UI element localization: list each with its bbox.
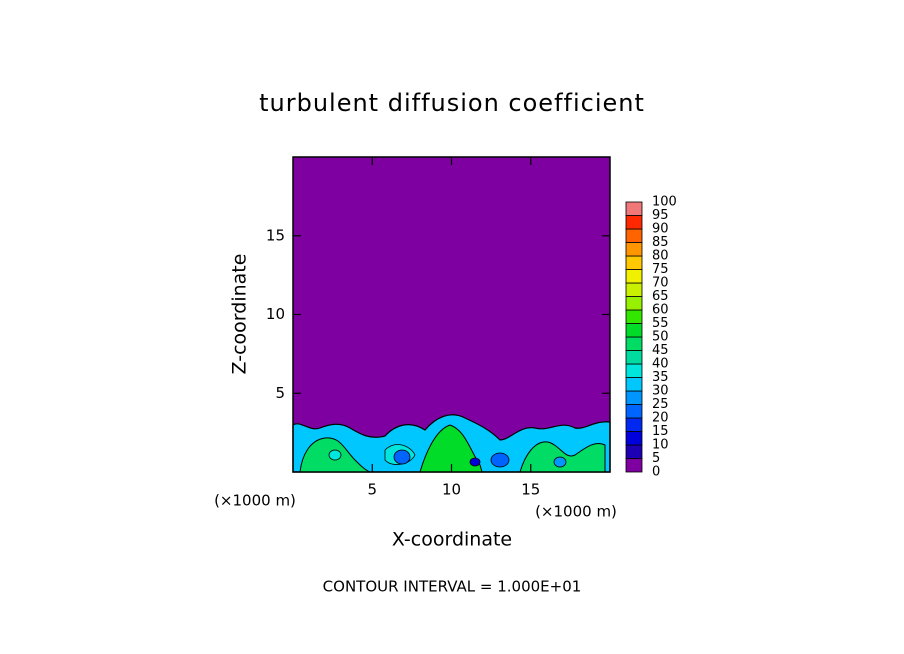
colorbar-label: 70 xyxy=(652,276,669,291)
colorbar-label: 5 xyxy=(652,451,660,466)
colorbar-band xyxy=(625,350,643,365)
colorbar-band xyxy=(625,444,643,459)
colorbar-band xyxy=(625,417,643,432)
colorbar-band xyxy=(625,404,643,419)
colorbar-band xyxy=(625,201,643,216)
colorbar-label: 0 xyxy=(652,465,660,480)
chart-title: turbulent diffusion coefficient xyxy=(259,89,645,117)
colorbar-band xyxy=(625,255,643,270)
x-tick-label: 10 xyxy=(442,481,461,499)
colorbar-band xyxy=(625,323,643,338)
colorbar-band xyxy=(625,269,643,284)
colorbar-label: 85 xyxy=(652,235,669,250)
colorbar-label: 20 xyxy=(652,411,669,426)
field-spot xyxy=(393,449,411,465)
colorbar-label: 40 xyxy=(652,357,669,372)
colorbar-label: 90 xyxy=(652,222,669,237)
colorbar-band xyxy=(625,242,643,257)
colorbar-label: 55 xyxy=(652,316,669,331)
colorbar-band xyxy=(625,390,643,405)
colorbar-band xyxy=(625,215,643,230)
colorbar-band xyxy=(625,458,643,473)
colorbar-label: 35 xyxy=(652,370,669,385)
colorbar-band xyxy=(625,377,643,392)
y-axis-label: Z-coordinate xyxy=(229,254,251,375)
colorbar-label: 10 xyxy=(652,438,669,453)
colorbar-band xyxy=(625,228,643,243)
colorbar-band xyxy=(625,363,643,378)
colorbar-label: 30 xyxy=(652,384,669,399)
x-tick-label: 15 xyxy=(521,481,540,499)
colorbar-label: 50 xyxy=(652,330,669,345)
field-spot xyxy=(553,456,567,468)
field xyxy=(292,157,611,473)
x-unit-label: (×1000 m) xyxy=(535,503,617,521)
colorbar-label: 100 xyxy=(652,195,677,210)
colorbar-label: 60 xyxy=(652,303,669,318)
colorbar-label: 95 xyxy=(652,208,669,223)
x-tick-label: 5 xyxy=(367,481,377,499)
colorbar-band xyxy=(625,282,643,297)
field-blob xyxy=(519,441,606,473)
field-spot xyxy=(490,452,510,468)
contour-note: CONTOUR INTERVAL = 1.000E+01 xyxy=(323,578,582,596)
x-axis-label: X-coordinate xyxy=(392,529,512,551)
colorbar-band xyxy=(625,309,643,324)
field-spot xyxy=(469,457,481,467)
colorbar-label: 15 xyxy=(652,424,669,439)
colorbar-band xyxy=(625,431,643,446)
colorbar-label: 25 xyxy=(652,397,669,412)
colorbar-label: 65 xyxy=(652,289,669,304)
y-tick-label: 10 xyxy=(266,305,285,323)
y-unit-label: (×1000 m) xyxy=(214,492,296,510)
field-spot xyxy=(328,449,342,461)
colorbar-label: 45 xyxy=(652,343,669,358)
colorbar-band xyxy=(625,296,643,311)
colorbar-label: 80 xyxy=(652,249,669,264)
y-tick-label: 5 xyxy=(275,384,285,402)
colorbar-band xyxy=(625,336,643,351)
y-tick-label: 15 xyxy=(266,226,285,244)
colorbar-label: 75 xyxy=(652,262,669,277)
